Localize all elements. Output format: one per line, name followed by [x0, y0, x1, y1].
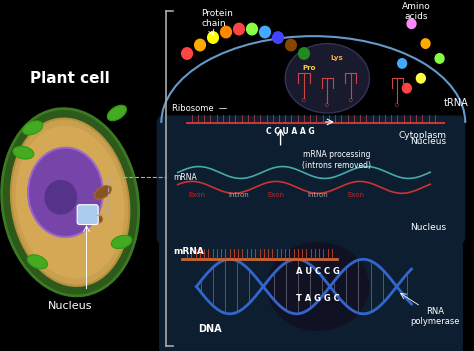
Text: RNA
polymerase: RNA polymerase — [410, 306, 460, 326]
Ellipse shape — [111, 235, 132, 249]
Text: Exon: Exon — [347, 192, 364, 198]
Ellipse shape — [27, 255, 47, 269]
Text: A U C C G: A U C C G — [296, 267, 340, 276]
Text: DNA: DNA — [199, 324, 222, 334]
Text: tRNA: tRNA — [444, 98, 469, 108]
Text: O: O — [395, 103, 399, 108]
Ellipse shape — [220, 26, 232, 39]
Text: Ribosome  —: Ribosome — — [172, 104, 227, 113]
Text: Plant cell: Plant cell — [30, 71, 110, 86]
Text: mRNA: mRNA — [173, 247, 204, 256]
Ellipse shape — [11, 119, 129, 286]
Text: Intron: Intron — [228, 192, 249, 198]
Text: Nucleus: Nucleus — [410, 137, 447, 146]
FancyBboxPatch shape — [77, 205, 98, 225]
FancyBboxPatch shape — [159, 227, 463, 351]
Text: Amino
acids: Amino acids — [402, 2, 430, 21]
Ellipse shape — [23, 121, 43, 135]
Ellipse shape — [285, 39, 297, 52]
Ellipse shape — [13, 146, 34, 159]
Ellipse shape — [272, 31, 284, 44]
Text: T A G G C: T A G G C — [296, 294, 340, 303]
Ellipse shape — [207, 31, 219, 44]
Text: Lys: Lys — [330, 55, 343, 61]
Ellipse shape — [16, 126, 125, 279]
Text: mRNA processing
(introns removed): mRNA processing (introns removed) — [302, 150, 371, 170]
Text: Intron: Intron — [308, 192, 328, 198]
FancyBboxPatch shape — [156, 115, 465, 244]
Ellipse shape — [84, 211, 102, 223]
Ellipse shape — [434, 53, 445, 64]
Text: Nucleus: Nucleus — [48, 302, 92, 311]
Text: Exon: Exon — [267, 192, 284, 198]
Ellipse shape — [416, 73, 426, 84]
Text: Cytoplasm: Cytoplasm — [399, 131, 447, 140]
Ellipse shape — [181, 47, 193, 60]
Text: O: O — [325, 103, 329, 108]
Ellipse shape — [406, 18, 417, 29]
Text: Exon: Exon — [188, 192, 205, 198]
Ellipse shape — [1, 108, 139, 296]
Ellipse shape — [233, 22, 245, 35]
Ellipse shape — [94, 185, 111, 199]
Text: mRNA: mRNA — [173, 173, 197, 182]
Text: Protein
chain: Protein chain — [201, 9, 233, 28]
Text: O: O — [301, 98, 305, 103]
Ellipse shape — [420, 38, 431, 49]
Ellipse shape — [28, 148, 103, 237]
Text: O: O — [348, 98, 352, 103]
Ellipse shape — [397, 58, 407, 69]
Ellipse shape — [107, 105, 127, 121]
Ellipse shape — [246, 22, 258, 35]
Ellipse shape — [266, 242, 369, 331]
Ellipse shape — [401, 83, 412, 94]
Text: Nucleus: Nucleus — [410, 223, 447, 232]
Ellipse shape — [45, 180, 77, 215]
Ellipse shape — [259, 26, 271, 39]
Ellipse shape — [298, 47, 310, 60]
Ellipse shape — [285, 44, 369, 113]
Text: C C U A A G: C C U A A G — [265, 127, 314, 136]
Text: Pro: Pro — [302, 65, 315, 71]
Ellipse shape — [194, 39, 206, 52]
